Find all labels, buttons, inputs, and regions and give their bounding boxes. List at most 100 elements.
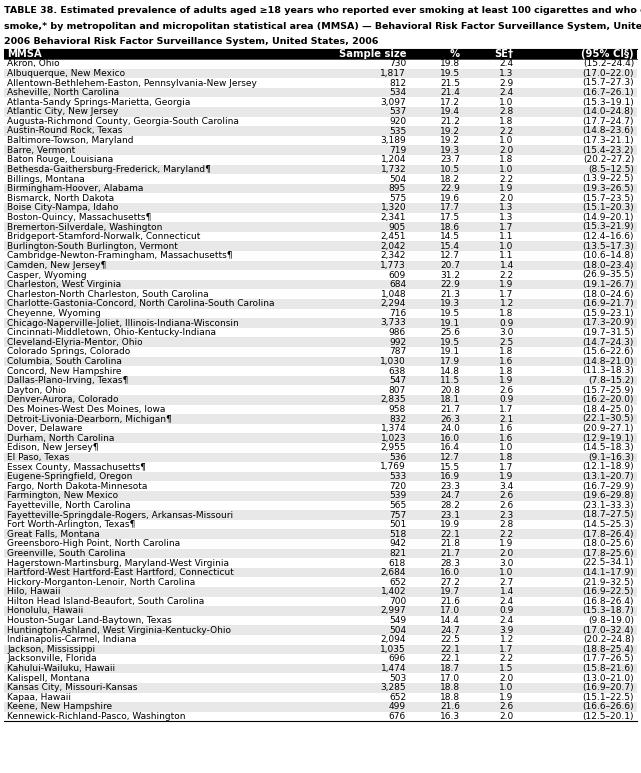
Text: 2.0: 2.0 <box>499 145 513 155</box>
Bar <box>4 213 637 222</box>
Text: 1.1: 1.1 <box>499 251 513 261</box>
Text: 19.3: 19.3 <box>440 145 460 155</box>
Text: 700: 700 <box>389 597 406 606</box>
Text: Charlotte-Gastonia-Concord, North Carolina-South Carolina: Charlotte-Gastonia-Concord, North Caroli… <box>7 299 274 308</box>
Text: 31.2: 31.2 <box>440 271 460 280</box>
Text: Baton Rouge, Louisiana: Baton Rouge, Louisiana <box>7 155 113 165</box>
Text: 2.2: 2.2 <box>499 271 513 280</box>
Text: 10.5: 10.5 <box>440 165 460 174</box>
Text: Indianapolis-Carmel, Indiana: Indianapolis-Carmel, Indiana <box>7 635 137 645</box>
Text: (17.8–26.4): (17.8–26.4) <box>583 530 634 539</box>
Text: Kennewick-Richland-Pasco, Washington: Kennewick-Richland-Pasco, Washington <box>7 712 185 721</box>
Text: 499: 499 <box>389 703 406 711</box>
Text: (20.2–27.2): (20.2–27.2) <box>583 155 634 165</box>
Text: 1.2: 1.2 <box>499 299 513 308</box>
Text: (22.1–30.5): (22.1–30.5) <box>583 414 634 424</box>
Text: 1.0: 1.0 <box>499 443 513 452</box>
Text: 22.1: 22.1 <box>440 530 460 539</box>
Bar <box>4 577 637 587</box>
Text: 1.6: 1.6 <box>499 424 513 433</box>
Bar <box>4 49 637 59</box>
Bar <box>4 203 637 213</box>
Text: (14.0–24.8): (14.0–24.8) <box>583 107 634 116</box>
Text: 17.5: 17.5 <box>440 213 460 222</box>
Text: 807: 807 <box>389 386 406 395</box>
Text: 676: 676 <box>389 712 406 721</box>
Bar <box>4 587 637 597</box>
Text: 2.5: 2.5 <box>499 338 513 347</box>
Text: (95% CI§): (95% CI§) <box>581 49 634 59</box>
Text: 21.4: 21.4 <box>440 88 460 97</box>
Text: 1.0: 1.0 <box>499 683 513 693</box>
Bar <box>4 616 637 625</box>
Text: 992: 992 <box>389 338 406 347</box>
Bar <box>4 606 637 616</box>
Text: 2.4: 2.4 <box>499 616 513 625</box>
Text: 2.4: 2.4 <box>499 60 513 68</box>
Text: Atlanta-Sandy Springs-Marietta, Georgia: Atlanta-Sandy Springs-Marietta, Georgia <box>7 97 190 107</box>
Bar <box>4 673 637 683</box>
Text: 1.6: 1.6 <box>499 434 513 443</box>
Text: Hartford-West Hartford-East Hartford, Connecticut: Hartford-West Hartford-East Hartford, Co… <box>7 568 234 577</box>
Text: 21.8: 21.8 <box>440 540 460 548</box>
Text: 16.0: 16.0 <box>440 434 460 443</box>
Text: (19.6–29.8): (19.6–29.8) <box>583 492 634 500</box>
Text: 549: 549 <box>389 616 406 625</box>
Text: 2.0: 2.0 <box>499 674 513 683</box>
Text: 1.9: 1.9 <box>499 472 513 481</box>
Bar <box>4 366 637 376</box>
Text: (15.3–21.9): (15.3–21.9) <box>583 223 634 231</box>
Text: 2,955: 2,955 <box>381 443 406 452</box>
Text: Des Moines-West Des Moines, Iowa: Des Moines-West Des Moines, Iowa <box>7 405 165 414</box>
Text: 832: 832 <box>389 414 406 424</box>
Text: 1.7: 1.7 <box>499 462 513 472</box>
Text: 2.3: 2.3 <box>499 510 513 519</box>
Text: 20.7: 20.7 <box>440 261 460 270</box>
Text: 3.9: 3.9 <box>499 625 513 635</box>
Text: 533: 533 <box>389 472 406 481</box>
Bar <box>4 356 637 366</box>
Text: 730: 730 <box>389 60 406 68</box>
Text: (18.0–25.6): (18.0–25.6) <box>583 540 634 548</box>
Text: 2,094: 2,094 <box>381 635 406 645</box>
Text: 2,294: 2,294 <box>381 299 406 308</box>
Text: Greensboro-High Point, North Carolina: Greensboro-High Point, North Carolina <box>7 540 180 548</box>
Text: 18.7: 18.7 <box>440 664 460 673</box>
Text: 15.4: 15.4 <box>440 242 460 250</box>
Text: 652: 652 <box>389 693 406 702</box>
Bar <box>4 136 637 145</box>
Text: Casper, Wyoming: Casper, Wyoming <box>7 271 87 280</box>
Bar <box>4 222 637 232</box>
Text: 2.2: 2.2 <box>499 530 513 539</box>
Text: Kapaa, Hawaii: Kapaa, Hawaii <box>7 693 71 702</box>
Text: 757: 757 <box>389 510 406 519</box>
Text: 0.9: 0.9 <box>499 318 513 328</box>
Bar <box>4 645 637 654</box>
Bar <box>4 501 637 510</box>
Text: 14.8: 14.8 <box>440 366 460 376</box>
Bar <box>4 145 637 155</box>
Bar <box>4 376 637 386</box>
Text: Augusta-Richmond County, Georgia-South Carolina: Augusta-Richmond County, Georgia-South C… <box>7 117 239 126</box>
Text: 16.3: 16.3 <box>440 712 460 721</box>
Text: 28.3: 28.3 <box>440 559 460 567</box>
Text: 2.4: 2.4 <box>499 597 513 606</box>
Text: 22.9: 22.9 <box>440 184 460 193</box>
Text: (16.9–22.5): (16.9–22.5) <box>583 587 634 596</box>
Bar <box>4 558 637 568</box>
Text: Dayton, Ohio: Dayton, Ohio <box>7 386 66 395</box>
Text: 19.9: 19.9 <box>440 520 460 529</box>
Text: (22.5–34.1): (22.5–34.1) <box>583 559 634 567</box>
Text: 1.7: 1.7 <box>499 223 513 231</box>
Text: 942: 942 <box>389 540 406 548</box>
Text: (9.1–16.3): (9.1–16.3) <box>588 453 634 462</box>
Bar <box>4 568 637 577</box>
Text: 719: 719 <box>389 145 406 155</box>
Text: 23.1: 23.1 <box>440 510 460 519</box>
Text: Cheyenne, Wyoming: Cheyenne, Wyoming <box>7 309 101 318</box>
Text: 19.7: 19.7 <box>440 587 460 596</box>
Text: 28.2: 28.2 <box>440 501 460 510</box>
Text: Chicago-Naperville-Joliet, Illinois-Indiana-Wisconsin: Chicago-Naperville-Joliet, Illinois-Indi… <box>7 318 238 328</box>
Text: (12.5–20.1): (12.5–20.1) <box>583 712 634 721</box>
Text: TABLE 38. Estimated prevalence of adults aged ≥18 years who reported ever smokin: TABLE 38. Estimated prevalence of adults… <box>4 6 641 15</box>
